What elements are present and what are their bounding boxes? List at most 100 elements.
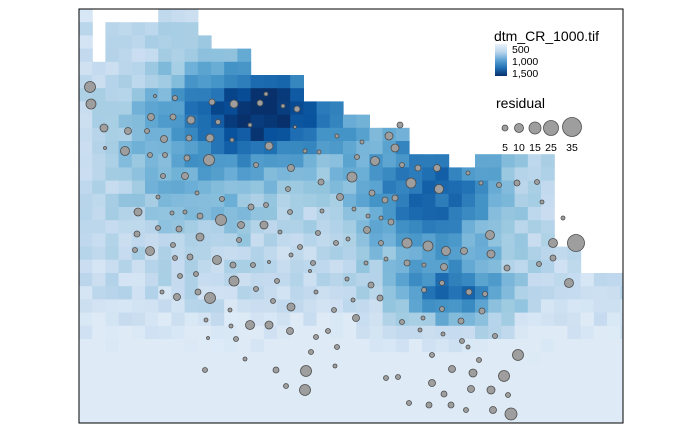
raster-cell xyxy=(263,167,278,182)
raster-cell xyxy=(92,312,106,327)
raster-cell xyxy=(409,233,423,248)
raster-cell xyxy=(237,339,252,353)
raster-cell xyxy=(171,299,186,314)
residual-point xyxy=(259,220,269,230)
raster-cell xyxy=(329,180,344,195)
raster-cell xyxy=(118,352,133,366)
raster-cell xyxy=(145,167,159,182)
raster-cell xyxy=(607,418,621,423)
raster-cell xyxy=(395,220,410,234)
raster-cell xyxy=(488,193,502,208)
raster-cell xyxy=(343,391,357,406)
raster-cell xyxy=(237,286,252,300)
raster-cell xyxy=(224,405,238,419)
raster-cell xyxy=(620,378,623,393)
raster-cell xyxy=(224,418,238,423)
residual-point xyxy=(247,203,255,211)
raster-cell xyxy=(250,325,265,340)
raster-cell xyxy=(541,339,555,353)
raster-cell xyxy=(461,325,476,340)
raster-cell xyxy=(197,141,212,155)
residual-point xyxy=(310,260,316,266)
raster-cell xyxy=(369,246,384,261)
raster-cell xyxy=(620,352,623,366)
raster-cell xyxy=(131,167,146,182)
residual-point xyxy=(351,206,357,212)
raster-cell xyxy=(171,180,186,195)
residual-point xyxy=(567,234,585,252)
raster-cell xyxy=(145,299,159,314)
raster-cell xyxy=(448,405,463,419)
residual-point xyxy=(333,240,339,246)
residual-point xyxy=(263,91,269,97)
raster-cell xyxy=(527,273,542,287)
raster-cell xyxy=(369,193,384,208)
raster-cell xyxy=(263,88,278,102)
raster-cell xyxy=(435,405,450,419)
raster-cell xyxy=(527,207,542,221)
raster-cell xyxy=(409,286,423,300)
raster-cell xyxy=(118,405,133,419)
bubble-legend-label-25: 25 xyxy=(545,142,557,154)
raster-cell xyxy=(541,299,555,314)
residual-point xyxy=(264,141,274,151)
residual-point xyxy=(286,327,294,335)
raster-cell xyxy=(409,193,423,208)
raster-cell xyxy=(620,273,623,287)
raster-cell xyxy=(356,405,370,419)
residual-point xyxy=(202,367,208,373)
raster-cell xyxy=(448,167,463,182)
raster-cell xyxy=(607,391,621,406)
raster-cell xyxy=(158,352,172,366)
residual-point xyxy=(205,133,215,143)
raster-cell xyxy=(593,405,608,419)
raster-cell xyxy=(409,154,423,168)
raster-cell xyxy=(541,273,555,287)
raster-cell xyxy=(527,405,542,419)
raster-cell xyxy=(79,273,93,287)
raster-cell xyxy=(475,339,489,353)
raster-cell xyxy=(475,180,489,195)
residual-point xyxy=(536,261,542,267)
raster-cell xyxy=(514,233,529,248)
raster-cell xyxy=(158,418,172,423)
raster-cell xyxy=(501,312,516,327)
raster-cell xyxy=(211,339,225,353)
raster-cell xyxy=(554,325,568,340)
raster-cell xyxy=(593,299,608,314)
raster-cell xyxy=(290,88,304,102)
raster-cell xyxy=(422,259,436,274)
raster-cell xyxy=(105,365,120,380)
raster-cell xyxy=(105,259,120,274)
raster-cell xyxy=(171,339,186,353)
raster-cell xyxy=(514,167,529,182)
raster-cell xyxy=(237,180,252,195)
raster-cell xyxy=(79,114,93,129)
residual-point xyxy=(229,99,239,109)
raster-cell xyxy=(554,246,568,261)
residual-point xyxy=(439,280,445,286)
residual-point xyxy=(549,254,557,262)
raster-cell xyxy=(145,35,159,50)
raster-cell xyxy=(329,246,344,261)
raster-cell xyxy=(131,286,146,300)
raster-cell xyxy=(501,167,516,182)
raster-cell xyxy=(158,101,172,116)
residual-point xyxy=(434,184,444,194)
raster-cell xyxy=(224,352,238,366)
raster-cell xyxy=(501,180,516,195)
raster-cell xyxy=(395,391,410,406)
raster-cell xyxy=(343,339,357,353)
raster-cell xyxy=(92,180,106,195)
raster-cell xyxy=(567,325,582,340)
raster-cell xyxy=(158,391,172,406)
raster-cell xyxy=(145,325,159,340)
raster-cell xyxy=(356,286,370,300)
raster-cell xyxy=(382,180,397,195)
raster-cell xyxy=(105,22,120,36)
raster-cell xyxy=(79,339,93,353)
raster-cell xyxy=(541,312,555,327)
raster-cell xyxy=(303,220,318,234)
raster-cell xyxy=(382,299,397,314)
raster-cell xyxy=(369,312,384,327)
